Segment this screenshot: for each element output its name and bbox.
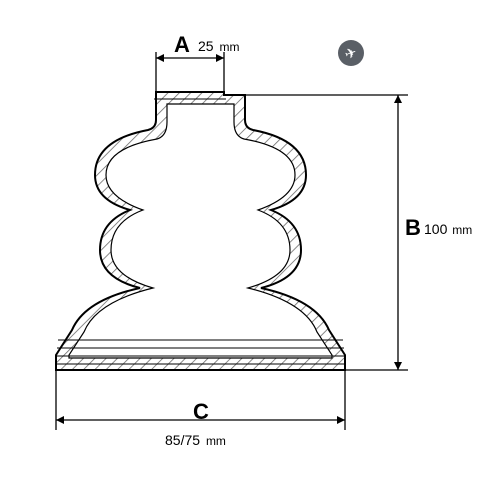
boot-shape (0, 0, 500, 500)
dim-letter-b: B (405, 215, 421, 241)
dim-value-c: 85/75 mm (165, 432, 226, 448)
dim-a-number: 25 (198, 38, 214, 54)
dim-letter-a: A (174, 32, 190, 58)
dim-b-unit: mm (452, 223, 472, 237)
dim-c-unit: mm (206, 434, 226, 448)
dim-value-b: 100 mm (424, 221, 472, 237)
dim-c-number: 85/75 (165, 432, 200, 448)
dim-a-unit: mm (219, 40, 239, 54)
plane-icon: ✈ (343, 43, 360, 63)
diagram-canvas: A 25 mm B 100 mm C 85/75 mm ✈ (0, 0, 500, 500)
info-badge: ✈ (338, 40, 364, 66)
dim-letter-c: C (193, 399, 209, 425)
dim-value-a: 25 mm (198, 38, 239, 54)
dim-b-number: 100 (424, 221, 447, 237)
